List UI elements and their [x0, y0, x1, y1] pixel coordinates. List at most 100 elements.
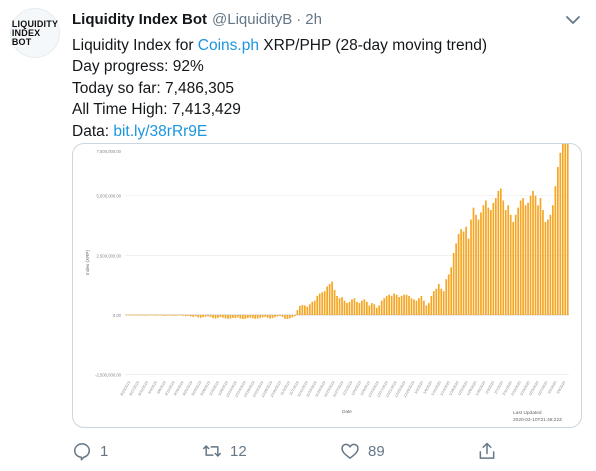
data-link-line: Data: bit.ly/38rRr9E	[72, 121, 572, 142]
bar	[566, 144, 569, 315]
bar	[341, 297, 343, 315]
bar	[343, 300, 346, 315]
coins-ph-link[interactable]: Coins.ph	[197, 37, 259, 54]
x-tick-label: 8/23/2019	[120, 381, 131, 397]
x-tick-label: 1/2/2020	[414, 381, 424, 395]
bar	[229, 314, 232, 319]
bar	[373, 304, 376, 315]
share-button[interactable]	[477, 438, 505, 464]
bar	[415, 300, 418, 315]
bar	[246, 314, 249, 319]
bar	[475, 214, 477, 315]
bar	[435, 288, 438, 315]
bar	[291, 314, 294, 318]
bar	[222, 314, 224, 318]
bar	[547, 219, 549, 315]
bar	[130, 314, 133, 316]
chart-image-card[interactable]: -2,500,000.00 0.00 2,500,000.00 5,000,000.0…	[72, 143, 582, 428]
bar	[152, 314, 155, 316]
bar	[259, 314, 262, 318]
timestamp[interactable]: 2h	[305, 11, 322, 28]
bar	[264, 314, 266, 317]
avatar[interactable]: LIQUIDITY INDEX BOT	[10, 8, 60, 58]
bar	[492, 202, 495, 315]
bar	[499, 188, 502, 315]
bar	[175, 314, 177, 316]
x-tick-label: 9/4/2019	[147, 381, 157, 395]
tweet-header: Liquidity Index Bot @LiquidityB · 2h	[72, 11, 552, 33]
bar	[403, 294, 405, 315]
x-tick-label: 11/3/2019	[280, 381, 291, 397]
chevron-down-icon[interactable]	[563, 10, 583, 30]
bar	[227, 314, 229, 319]
data-link[interactable]: bit.ly/38rRr9E	[113, 122, 208, 140]
tweet-line-title: Liquidity Index for Coins.ph XRP/PHP (28…	[72, 35, 572, 56]
bar	[234, 314, 237, 319]
bar	[542, 210, 544, 315]
x-tick-label: 1/30/2020	[475, 381, 486, 397]
bar	[393, 293, 395, 315]
bar	[351, 299, 353, 315]
bar	[266, 314, 269, 318]
bar	[239, 314, 242, 319]
y-axis-label: Index (XRP)	[85, 250, 90, 275]
x-tick-label: 2/27/2020	[537, 381, 548, 397]
bar	[140, 314, 142, 316]
bar	[361, 300, 363, 315]
x-tick-label: 1/10/2020	[431, 381, 442, 397]
bar	[279, 314, 281, 316]
bar	[385, 295, 388, 315]
x-tick-label: 1/22/2020	[457, 381, 468, 397]
action-bar: 1 12 89	[72, 438, 582, 464]
bar	[356, 301, 358, 315]
x-tick-label: 2/11/2020	[502, 381, 513, 397]
bar	[363, 299, 366, 315]
bar	[366, 301, 368, 315]
bar	[346, 303, 348, 315]
bar	[390, 295, 393, 315]
bar	[470, 219, 472, 315]
bar	[534, 195, 537, 315]
display-name[interactable]: Liquidity Index Bot	[72, 11, 207, 28]
bar	[462, 231, 465, 315]
x-tick-label: 9/28/2019	[200, 381, 211, 397]
y-tick-label: -2,500,000.00	[95, 373, 122, 378]
bar	[162, 314, 165, 316]
bar	[125, 314, 128, 316]
bar	[509, 214, 512, 315]
retweet-button[interactable]: 12	[202, 438, 247, 464]
x-tick-label: 8/27/2019	[129, 381, 140, 397]
bar	[398, 297, 400, 315]
bar	[485, 200, 487, 315]
bar	[237, 314, 239, 318]
title-suffix: XRP/PHP (28-day moving trend)	[258, 37, 487, 54]
bar	[353, 298, 356, 315]
bar	[244, 314, 247, 319]
bar	[197, 314, 200, 318]
reply-button[interactable]: 1	[72, 438, 108, 464]
bar	[502, 200, 505, 315]
bar	[194, 314, 197, 317]
y-tick-label: 5,000,000.00	[97, 194, 122, 199]
x-tick-label: 9/24/2019	[191, 381, 202, 397]
bar	[274, 314, 276, 318]
like-button[interactable]: 89	[340, 438, 385, 464]
bar	[202, 314, 204, 318]
bar	[420, 295, 423, 315]
bar	[480, 212, 482, 315]
bar	[172, 314, 175, 316]
x-tick-label: 1/26/2020	[466, 381, 477, 397]
bar	[507, 205, 510, 315]
bar	[425, 305, 428, 315]
x-tick-label: 2/7/2020	[494, 381, 504, 395]
bar	[127, 314, 130, 316]
bar	[269, 314, 271, 319]
bar	[217, 314, 219, 318]
user-handle[interactable]: @LiquidityB	[212, 11, 293, 28]
bar	[249, 314, 252, 318]
bar	[532, 190, 534, 315]
x-tick-label: 2/19/2020	[519, 381, 530, 397]
x-tick-label: 9/12/2019	[164, 381, 175, 397]
bar	[408, 295, 410, 315]
